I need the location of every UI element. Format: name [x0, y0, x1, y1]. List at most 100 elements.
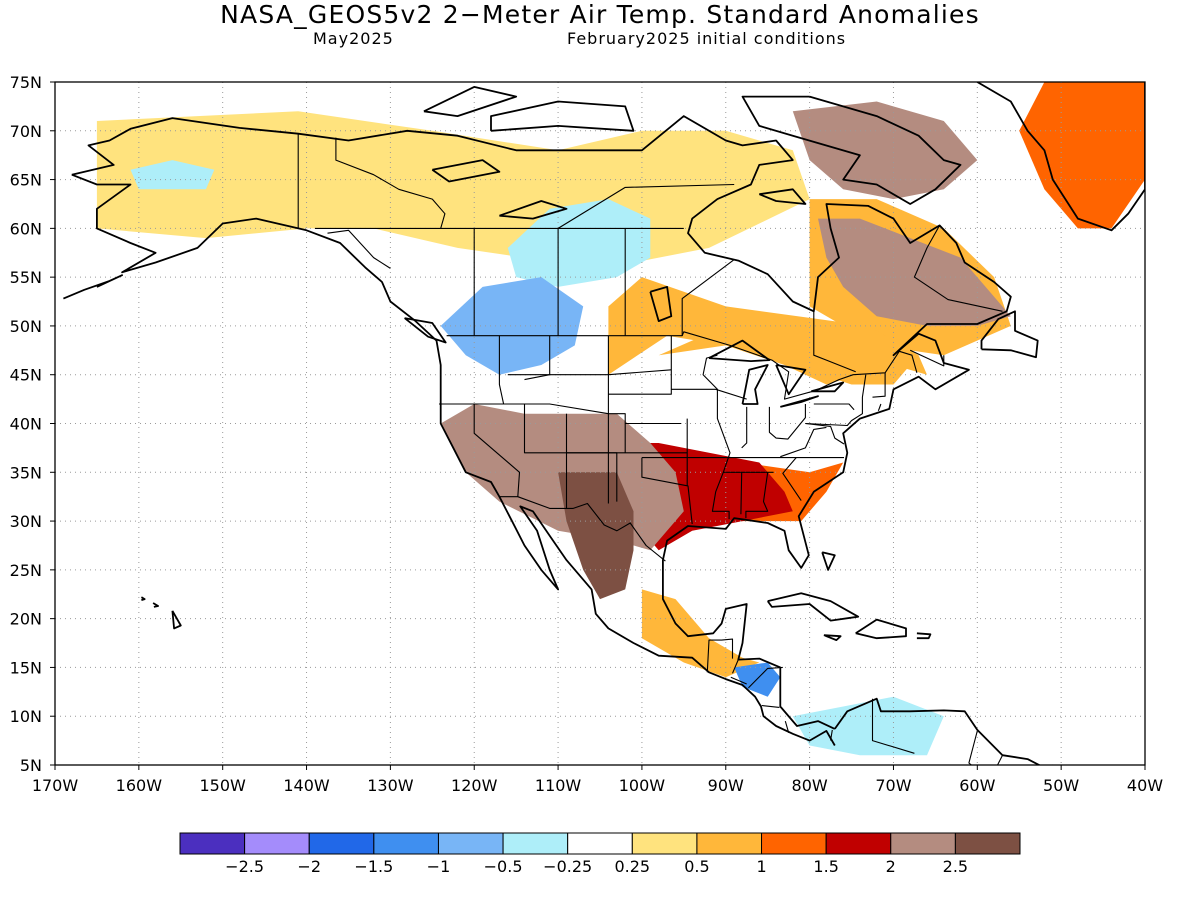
- latitude-label: 15N: [10, 658, 42, 677]
- coastline: [423, 86, 518, 117]
- political-boundary: [557, 183, 735, 229]
- coastline: [499, 200, 568, 220]
- latitude-label: 35N: [10, 463, 42, 482]
- colorbar-swatch: [954, 832, 1021, 855]
- colorbar-swatch: [373, 832, 439, 855]
- political-boundary: [872, 372, 886, 398]
- coastline: [766, 592, 860, 622]
- political-boundary: [968, 730, 978, 765]
- latitude-label: 40N: [10, 415, 42, 434]
- initial-conditions-label: February2025 initial conditions: [567, 29, 847, 48]
- anomaly-background-region: [641, 589, 760, 678]
- colorbar-swatch: [631, 832, 698, 855]
- political-boundary: [507, 369, 672, 376]
- anomaly-region-quebec-labrador-hot: [818, 218, 1011, 326]
- political-boundary: [909, 349, 945, 367]
- coastline: [834, 697, 1053, 765]
- latitude-label: 50N: [10, 317, 42, 336]
- longitude-label: 140W: [283, 776, 330, 795]
- political-boundary: [913, 225, 1003, 312]
- anomaly-region-greenland-warm: [1019, 82, 1145, 229]
- coastline: [855, 618, 907, 640]
- longitude-label: 130W: [367, 776, 414, 795]
- political-boundary: [740, 472, 743, 515]
- coastline: [741, 364, 769, 405]
- political-boundary: [761, 704, 780, 708]
- colorbar-label: 1.5: [813, 857, 838, 876]
- political-boundary: [805, 374, 867, 427]
- latitude-label: 65N: [10, 171, 42, 190]
- colorbar-swatch: [890, 832, 956, 855]
- colorbar-swatch: [696, 832, 763, 855]
- coastline: [976, 82, 1145, 232]
- colorbar: −2.5 −2 −1.5 −1 −0.5 −0.25 0.25 0.5 1 1.5 2 2.5: [179, 832, 1021, 876]
- coastline: [404, 317, 447, 344]
- valid-month-label: May2025: [313, 29, 394, 48]
- latitude-label: 70N: [10, 122, 42, 141]
- latitude-label: 45N: [10, 366, 42, 385]
- coastlines: [63, 82, 1145, 765]
- latitude-label: 55N: [10, 268, 42, 287]
- colorbar-label: −1: [427, 857, 451, 876]
- colorbar-label: 2: [886, 857, 896, 876]
- anomaly-region-hudson-region-cool: [507, 199, 651, 287]
- colorbar-swatch: [567, 832, 633, 855]
- longitude-label: 100W: [619, 776, 666, 795]
- political-boundary: [996, 754, 1003, 765]
- political-boundary: [446, 331, 918, 400]
- anomaly-region-eastern-us-warm: [608, 277, 927, 385]
- longitude-labels: 170W 160W 150W 140W 130W 120W 110W 100W 90W 80W 70…: [32, 765, 1163, 795]
- coastline: [823, 634, 842, 641]
- political-boundary: [641, 457, 693, 525]
- coastline: [775, 364, 807, 396]
- political-boundary: [782, 457, 802, 501]
- political-boundary: [813, 403, 855, 411]
- latitude-label: 20N: [10, 610, 42, 629]
- colorbar-swatch: [244, 832, 310, 855]
- coastline: [63, 274, 123, 300]
- anomaly-region-canadian-arctic-hot: [792, 101, 978, 200]
- political-boundary: [681, 259, 735, 336]
- political-boundary: [805, 422, 845, 445]
- political-boundary: [768, 404, 806, 440]
- longitude-label: 110W: [535, 776, 582, 795]
- political-boundary: [327, 229, 391, 269]
- political-boundary: [813, 311, 856, 373]
- coastline: [152, 602, 160, 608]
- political-boundary: [748, 666, 783, 689]
- coastline: [916, 632, 932, 640]
- anomaly-region-northern-mexico-extreme: [558, 472, 634, 600]
- colorbar-label: −0.5: [484, 857, 523, 876]
- political-boundary: [566, 452, 618, 502]
- anomaly-background-region: [792, 696, 944, 756]
- longitude-label: 90W: [708, 776, 744, 795]
- anomaly-region-western-canada-cool: [440, 277, 584, 375]
- longitude-label: 60W: [959, 776, 995, 795]
- longitude-label: 50W: [1043, 776, 1079, 795]
- coastline: [171, 610, 182, 630]
- political-boundary: [871, 698, 915, 754]
- colorbar-swatch: [179, 832, 246, 855]
- latitude-label: 60N: [10, 219, 42, 238]
- coastline: [71, 115, 1012, 730]
- political-boundary: [702, 354, 731, 520]
- colorbar-label: −0.25: [543, 857, 592, 876]
- political-boundary: [745, 472, 769, 519]
- coastline: [140, 596, 146, 601]
- colorbar-swatch: [308, 832, 375, 855]
- colorbar-swatch: [825, 832, 892, 855]
- political-boundary: [741, 406, 748, 449]
- coastline: [780, 395, 819, 408]
- coastline: [741, 95, 962, 205]
- latitude-label: 75N: [10, 73, 42, 92]
- colorbar-label: 0.25: [614, 857, 650, 876]
- political-boundary: [784, 720, 790, 733]
- political-boundary: [830, 729, 833, 741]
- colorbar-label: −1.5: [354, 857, 393, 876]
- colorbar-label: 0.5: [684, 857, 709, 876]
- longitude-label: 160W: [116, 776, 163, 795]
- political-boundary: [671, 388, 747, 400]
- longitude-label: 70W: [875, 776, 911, 795]
- anomaly-shading: [96, 82, 1145, 756]
